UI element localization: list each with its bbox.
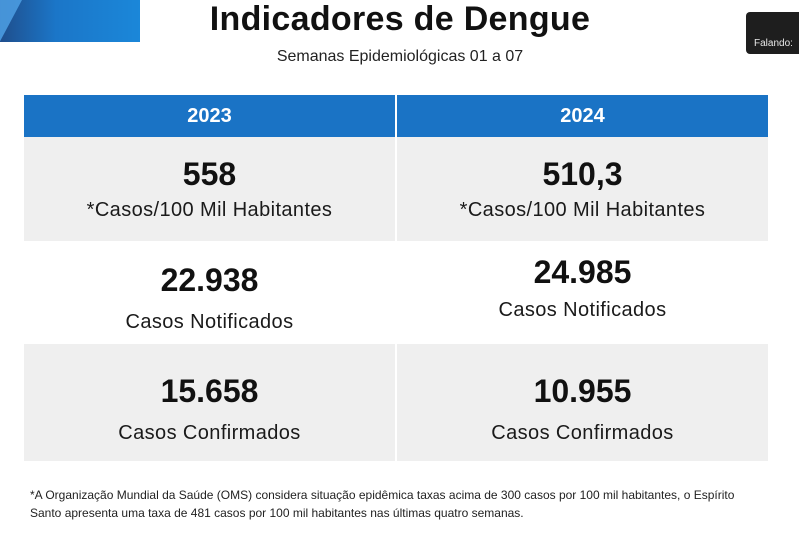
notified-label-2023: Casos Notificados xyxy=(125,311,294,333)
speaker-indicator: Falando: xyxy=(746,12,799,54)
confirmed-label-2024: Casos Confirmados xyxy=(491,422,674,444)
confirmed-value-2024: 10.955 xyxy=(533,373,632,409)
notified-label-2024: Casos Notificados xyxy=(498,299,667,321)
slide-title: Indicadores de Dengue xyxy=(209,0,591,38)
rate-label-2024: *Casos/100 Mil Habitantes xyxy=(459,199,706,221)
rate-label-2023: *Casos/100 Mil Habitantes xyxy=(86,199,333,221)
column-header-2023: 2023 xyxy=(24,95,395,137)
accent-bar xyxy=(0,0,140,42)
notified-value-2023: 22.938 xyxy=(160,262,259,298)
cell-notified-2024: 24.985 Casos Notificados xyxy=(395,241,768,344)
cell-rate-2023: 558 *Casos/100 Mil Habitantes xyxy=(24,137,395,241)
rate-value-2024: 510,3 xyxy=(542,156,623,192)
slide-subtitle: Semanas Epidemiológicas 01 a 07 xyxy=(276,48,524,65)
speaker-label: Falando: xyxy=(754,38,793,49)
indicators-table: 2023 2024 558 *Casos/100 Mil Habitantes … xyxy=(24,95,768,461)
confirmed-label-2023: Casos Confirmados xyxy=(118,422,301,444)
table-row-confirmed: 15.658 Casos Confirmados 10.955 Casos Co… xyxy=(24,344,768,461)
cell-notified-2023: 22.938 Casos Notificados xyxy=(24,241,395,344)
table-row-notified: 22.938 Casos Notificados 24.985 Casos No… xyxy=(24,241,768,344)
footnote: *A Organização Mundial da Saúde (OMS) co… xyxy=(30,488,735,520)
confirmed-value-2023: 15.658 xyxy=(160,373,259,409)
cell-confirmed-2024: 10.955 Casos Confirmados xyxy=(395,344,768,461)
column-header-2024: 2024 xyxy=(395,95,768,137)
cell-confirmed-2023: 15.658 Casos Confirmados xyxy=(24,344,395,461)
notified-value-2024: 24.985 xyxy=(533,254,632,290)
table-row-rate: 558 *Casos/100 Mil Habitantes 510,3 *Cas… xyxy=(24,137,768,241)
cell-rate-2024: 510,3 *Casos/100 Mil Habitantes xyxy=(395,137,768,241)
table-header-row: 2023 2024 xyxy=(24,95,768,137)
rate-value-2023: 558 xyxy=(182,156,237,192)
